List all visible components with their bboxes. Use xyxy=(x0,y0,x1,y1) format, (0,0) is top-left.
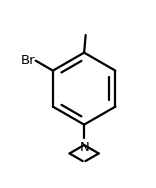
Text: N: N xyxy=(79,141,89,154)
Text: Br: Br xyxy=(20,54,35,67)
